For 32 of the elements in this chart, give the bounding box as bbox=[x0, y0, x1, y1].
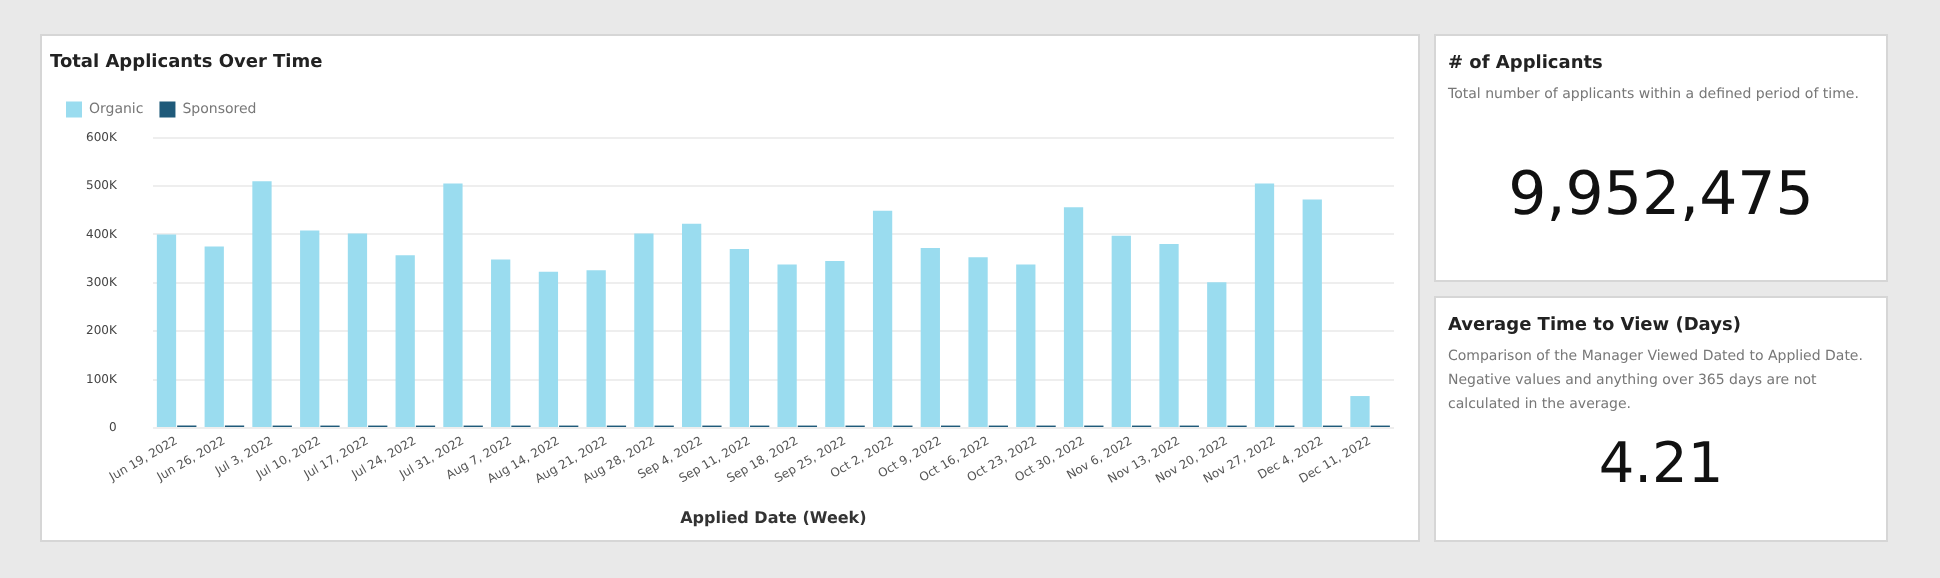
bar bbox=[538, 271, 559, 427]
bar bbox=[1063, 207, 1084, 427]
bar bbox=[634, 233, 654, 427]
bar bbox=[347, 233, 368, 427]
bar bbox=[491, 259, 511, 427]
bar bbox=[586, 270, 606, 427]
bar bbox=[443, 183, 463, 427]
bar bbox=[204, 246, 224, 427]
bar bbox=[1111, 235, 1131, 427]
bar bbox=[729, 248, 750, 427]
bar bbox=[1350, 396, 1370, 427]
text: 4.21 bbox=[1596, 430, 1726, 496]
text: 9,952,475 bbox=[1506, 160, 1816, 230]
bar bbox=[825, 261, 845, 427]
bar bbox=[1207, 282, 1227, 427]
bar bbox=[395, 255, 415, 427]
bar bbox=[156, 234, 177, 427]
bar bbox=[682, 223, 702, 427]
bar bbox=[968, 257, 988, 427]
x-axis-title: Applied Date (Week) bbox=[680, 508, 867, 527]
bar bbox=[1016, 264, 1036, 427]
chart-title: Total Applicants Over Time bbox=[50, 53, 323, 74]
bar bbox=[777, 264, 797, 427]
bar bbox=[872, 210, 893, 427]
text: Average Time to View (Days) bbox=[1446, 314, 1743, 336]
bar bbox=[1159, 244, 1179, 427]
bar bbox=[920, 247, 940, 427]
bar bbox=[252, 181, 272, 427]
bar bbox=[1302, 199, 1322, 427]
bar bbox=[1254, 183, 1275, 427]
bar bbox=[300, 230, 320, 427]
text: # of Applicants bbox=[1446, 52, 1605, 74]
